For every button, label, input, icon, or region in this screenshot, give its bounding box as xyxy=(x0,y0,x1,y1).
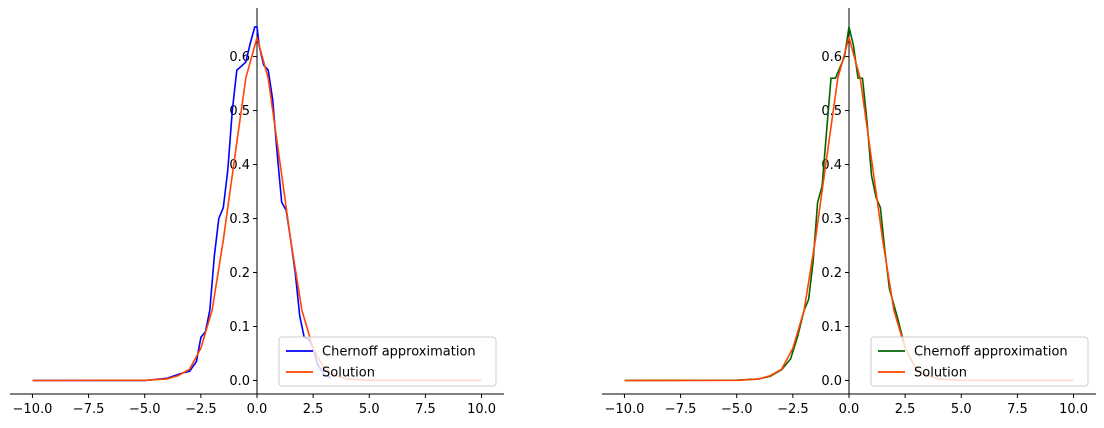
series-line-chernoff-approximation xyxy=(624,26,929,382)
x-tick-label: 5.0 xyxy=(951,402,972,417)
x-tick-label: 5.0 xyxy=(359,402,380,417)
legend-label: Chernoff approximation xyxy=(914,345,1068,360)
y-tick-label: 0.0 xyxy=(229,374,250,389)
chart-panel-1: −10.0 −7.5 −5.0 −2.5 0.0 2.5 5.0 7.5 10.0 0.0 0.1 0… xyxy=(10,8,504,417)
y-tick-label: 0.3 xyxy=(229,212,250,227)
y-tick-label: 0.6 xyxy=(821,50,842,65)
legend: Chernoff approximation Solution xyxy=(278,336,497,387)
legend-frame xyxy=(870,336,1089,387)
x-tick-label: 0.0 xyxy=(247,402,268,417)
x-tick-label: 10.0 xyxy=(1059,402,1088,417)
series-line-chernoff-approximation xyxy=(32,26,332,382)
x-tick-label: −7.5 xyxy=(665,402,697,417)
y-tick-label: 0.3 xyxy=(821,212,842,227)
y-tick-label: 0.1 xyxy=(229,320,250,335)
x-tick-label: −2.5 xyxy=(185,402,217,417)
x-tick-label: 2.5 xyxy=(895,402,916,417)
x-tick-label: 7.5 xyxy=(415,402,436,417)
y-tick-label: 0.2 xyxy=(229,266,250,281)
x-tick-label: 7.5 xyxy=(1007,402,1028,417)
chart-panel-2: −10.0 −7.5 −5.0 −2.5 0.0 2.5 5.0 7.5 10.0 0.0 0.1 0… xyxy=(602,8,1096,417)
x-tick-label: −10.0 xyxy=(605,402,645,417)
x-tick-label: −5.0 xyxy=(129,402,161,417)
x-tick-label: 10.0 xyxy=(467,402,496,417)
x-tick-label: 0.0 xyxy=(839,402,860,417)
legend-frame xyxy=(278,336,497,387)
x-tick-label: 2.5 xyxy=(303,402,324,417)
y-tick-label: 0.5 xyxy=(821,104,842,119)
legend-label: Solution xyxy=(322,366,375,381)
y-tick-label: 0.2 xyxy=(821,266,842,281)
y-tick-label: 0.6 xyxy=(229,50,250,65)
x-tick-label: −2.5 xyxy=(777,402,809,417)
x-tick-label: −5.0 xyxy=(721,402,753,417)
y-tick-label: 0.0 xyxy=(821,374,842,389)
legend-label: Solution xyxy=(914,366,967,381)
legend-label: Chernoff approximation xyxy=(322,345,476,360)
x-tick-label: −10.0 xyxy=(13,402,53,417)
y-tick-label: 0.5 xyxy=(229,104,250,119)
x-tick-label: −7.5 xyxy=(73,402,105,417)
y-tick-label: 0.1 xyxy=(821,320,842,335)
legend: Chernoff approximation Solution xyxy=(870,336,1089,387)
